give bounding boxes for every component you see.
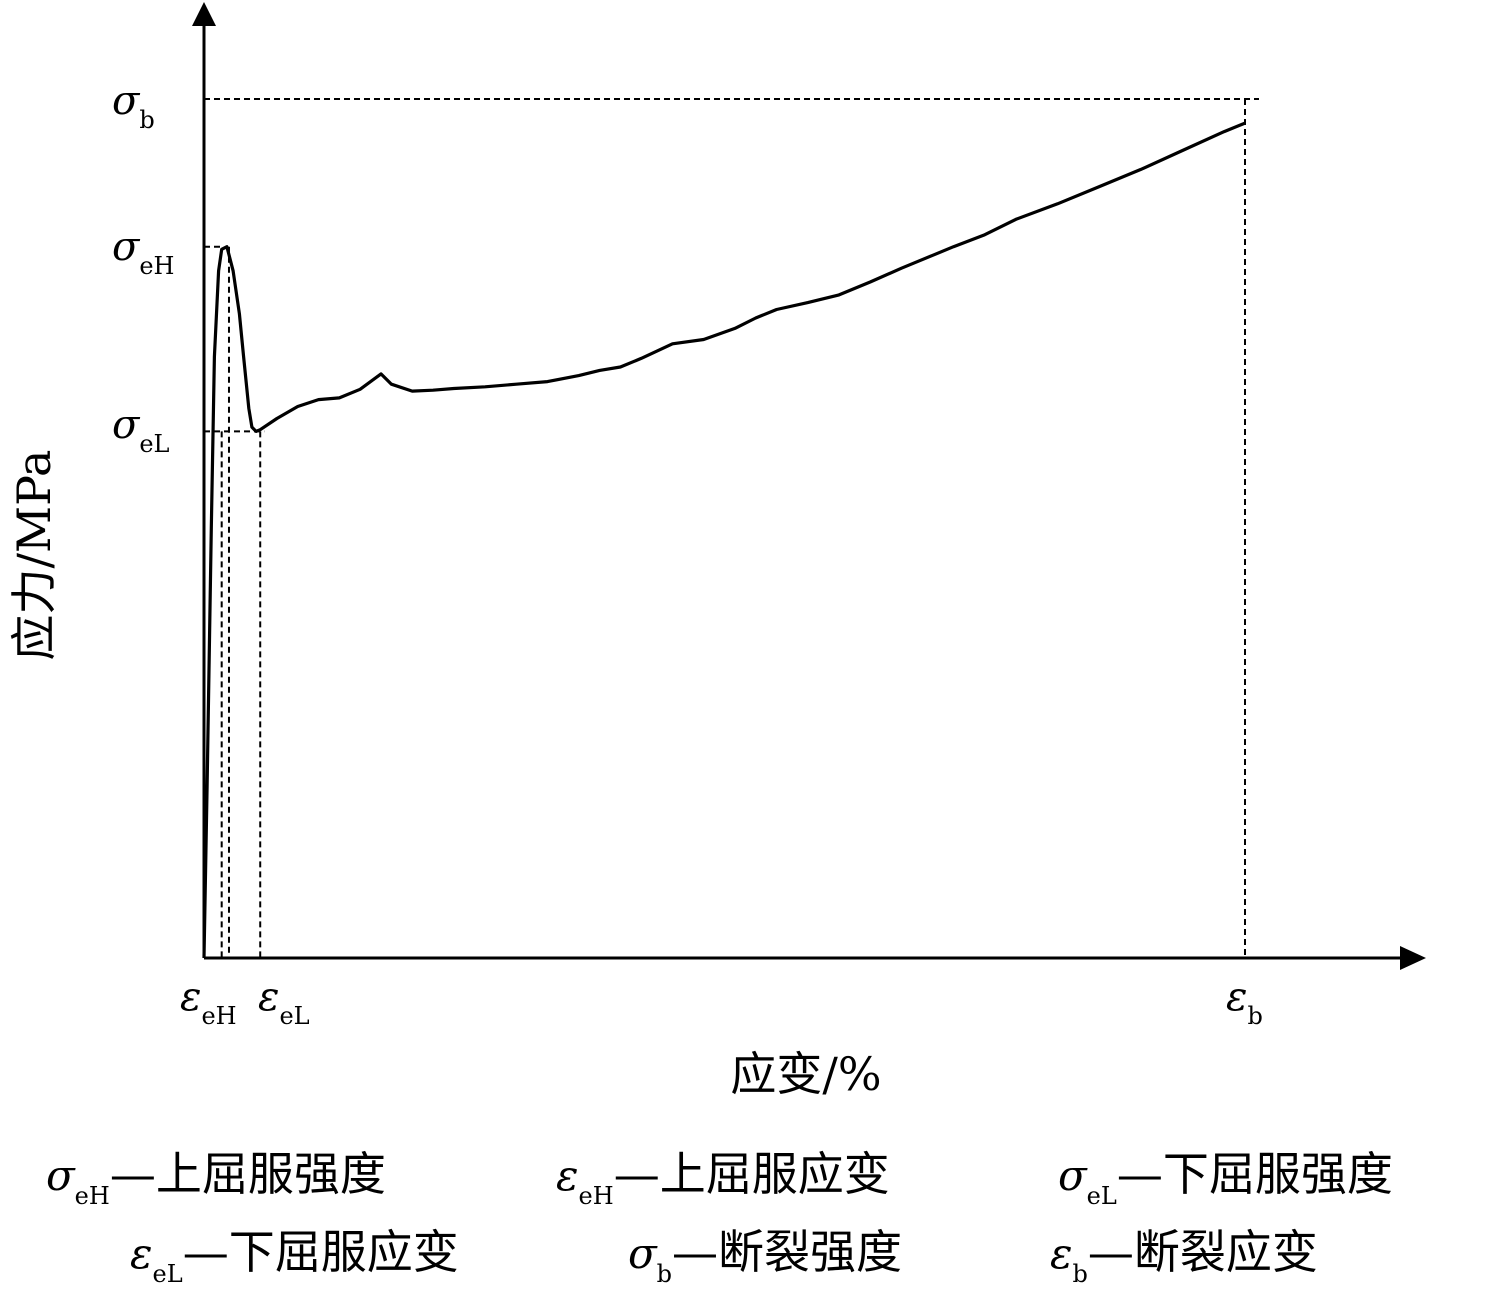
x-tick-label: εeH <box>180 974 237 1030</box>
legend-item: εeL—下屈服应变 <box>130 1225 459 1288</box>
legend-item: σeH—上屈服强度 <box>46 1147 386 1210</box>
stress-strain-curve <box>202 121 1246 959</box>
x-tick-label: εb <box>1226 974 1263 1030</box>
y-tick-label: σeL <box>112 402 170 458</box>
x-tick-label: εeL <box>258 974 310 1030</box>
legend-item: σeL—下屈服强度 <box>1058 1147 1393 1210</box>
x-axis-label: 应变/% <box>730 1047 881 1101</box>
guide-lines <box>204 98 1259 958</box>
y-axis-arrow <box>192 2 216 26</box>
x-axis-arrow <box>1400 946 1426 970</box>
legend-item: σb—断裂强度 <box>628 1225 902 1288</box>
legend-item: εeH—上屈服应变 <box>556 1147 890 1210</box>
y-axis-label: 应力/MPa <box>7 450 61 661</box>
y-tick-label: σb <box>112 78 155 134</box>
y-tick-label: σeH <box>112 224 174 280</box>
legend-item: εb—断裂应变 <box>1050 1225 1318 1288</box>
